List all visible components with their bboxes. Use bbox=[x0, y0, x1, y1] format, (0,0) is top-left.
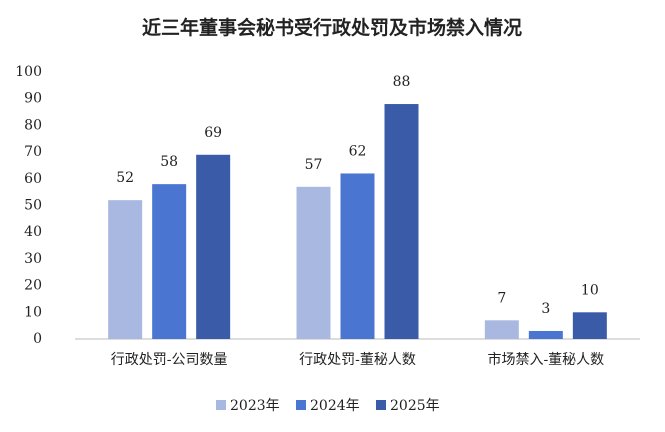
data-label: 57 bbox=[305, 157, 323, 173]
data-label: 10 bbox=[581, 282, 599, 298]
bar bbox=[108, 200, 143, 339]
data-label: 69 bbox=[204, 125, 222, 141]
y-tick-label: 0 bbox=[33, 331, 42, 347]
legend-swatch bbox=[216, 400, 226, 410]
y-tick-label: 30 bbox=[24, 251, 42, 267]
data-label: 58 bbox=[160, 154, 178, 170]
y-tick-label: 90 bbox=[24, 91, 42, 107]
data-label: 88 bbox=[393, 74, 411, 90]
bar bbox=[484, 320, 519, 339]
y-tick-label: 10 bbox=[24, 304, 42, 320]
bar bbox=[152, 184, 187, 339]
legend-swatch bbox=[376, 400, 386, 410]
y-tick-label: 80 bbox=[24, 117, 42, 133]
data-label: 7 bbox=[497, 290, 506, 306]
y-tick-label: 50 bbox=[24, 198, 42, 214]
y-tick-label: 60 bbox=[24, 171, 42, 187]
bar bbox=[196, 154, 231, 339]
legend-label: 2024年 bbox=[310, 398, 360, 414]
bar bbox=[296, 186, 331, 339]
bar bbox=[528, 330, 563, 339]
bar bbox=[340, 173, 375, 339]
x-tick-label: 行政处罚-董秘人数 bbox=[299, 352, 416, 368]
x-tick-label: 市场禁入-董秘人数 bbox=[487, 351, 604, 368]
data-label: 52 bbox=[116, 170, 134, 186]
y-tick-label: 40 bbox=[24, 224, 42, 240]
y-tick-label: 100 bbox=[15, 64, 42, 80]
legend-label: 2023年 bbox=[230, 398, 280, 414]
data-label: 62 bbox=[349, 143, 367, 159]
bar bbox=[572, 312, 607, 339]
data-label: 3 bbox=[541, 301, 550, 317]
y-tick-label: 20 bbox=[24, 278, 42, 294]
y-tick-label: 70 bbox=[24, 144, 42, 160]
legend-swatch bbox=[296, 400, 306, 410]
x-tick-label: 行政处罚-公司数量 bbox=[111, 352, 228, 368]
chart-title: 近三年董事会秘书受行政处罚及市场禁入情况 bbox=[142, 16, 522, 39]
legend-label: 2025年 bbox=[390, 398, 440, 414]
bar bbox=[384, 104, 419, 339]
